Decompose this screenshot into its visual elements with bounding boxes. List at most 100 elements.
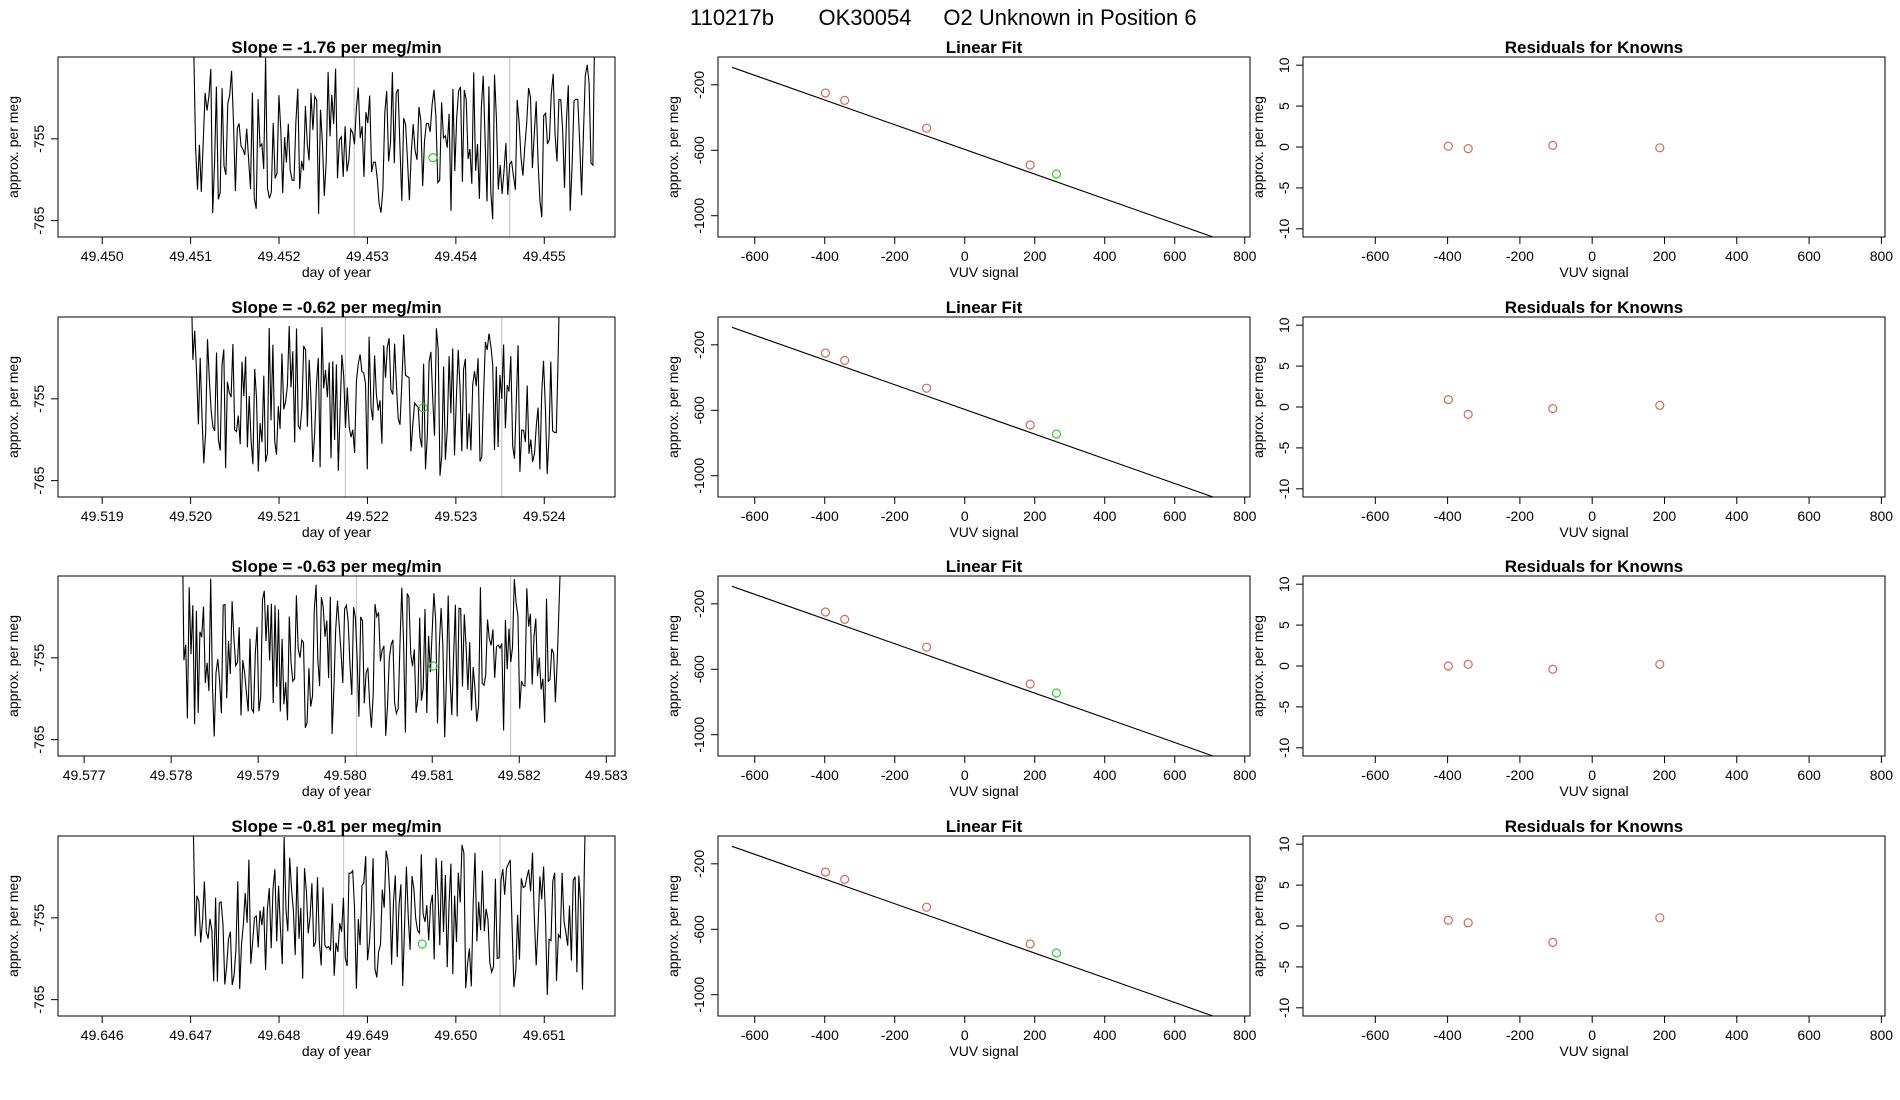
y-axis-label: approx. per meg xyxy=(665,96,681,198)
plot-frame xyxy=(57,575,616,757)
x-tick-label: 0 xyxy=(961,767,969,783)
x-tick-label: -200 xyxy=(1506,248,1534,264)
chart-panel: Residuals for Knowns -600 -400 -200 0 200 400 6… xyxy=(1250,298,1893,540)
chart-panel: Slope = -0.81 per meg/min 49.646 49.647 49.… xyxy=(5,817,616,1059)
y-tick-label: -765 xyxy=(31,985,47,1013)
y-axis-label: approx. per meg xyxy=(1250,356,1266,458)
x-tick-label: 400 xyxy=(1093,767,1117,783)
x-axis-label: VUV signal xyxy=(949,1043,1018,1059)
x-tick-label: 49.579 xyxy=(237,767,280,783)
x-tick-label: 600 xyxy=(1797,1027,1821,1043)
x-tick-label: -600 xyxy=(741,1027,769,1043)
residual-point xyxy=(1655,913,1665,923)
unknown-point xyxy=(1051,948,1062,958)
x-tick-label: -600 xyxy=(741,767,769,783)
x-tick-label: 600 xyxy=(1163,508,1187,524)
x-tick-label: -200 xyxy=(881,508,909,524)
x-tick-label: 49.650 xyxy=(434,1027,477,1043)
known-point xyxy=(840,355,850,365)
plot-area xyxy=(731,585,1215,756)
x-tick-label: 800 xyxy=(1233,508,1257,524)
y-axis-label: approx. per meg xyxy=(1250,875,1266,977)
x-tick-label: -600 xyxy=(1361,508,1389,524)
x-tick-label: -400 xyxy=(811,248,839,264)
chart-title: Residuals for Knowns xyxy=(1505,298,1684,317)
unknown-point xyxy=(1051,429,1062,439)
x-tick-label: 200 xyxy=(1023,767,1047,783)
x-tick-label: 0 xyxy=(1588,767,1596,783)
x-tick-label: -400 xyxy=(1434,248,1462,264)
y-tick-label: -10 xyxy=(1276,737,1292,757)
x-tick-label: 0 xyxy=(1588,508,1596,524)
plot-frame xyxy=(1302,316,1886,498)
plot-area xyxy=(1443,140,1665,154)
x-tick-label: -200 xyxy=(1506,767,1534,783)
y-tick-label: -200 xyxy=(691,590,707,618)
x-tick-label: 200 xyxy=(1023,248,1047,264)
y-tick-label: -600 xyxy=(691,915,707,943)
residual-point xyxy=(1443,661,1453,671)
x-tick-label: 600 xyxy=(1797,508,1821,524)
plot-frame xyxy=(1302,835,1886,1017)
x-axis-label: day of year xyxy=(302,524,372,540)
plot-area xyxy=(731,845,1215,1016)
x-tick-label: 800 xyxy=(1233,767,1257,783)
plot-frame xyxy=(57,835,616,1017)
x-tick-label: 49.454 xyxy=(434,248,477,264)
x-tick-label: 0 xyxy=(961,1027,969,1043)
unknown-point xyxy=(1051,169,1062,179)
plot-frame xyxy=(717,56,1251,238)
x-tick-label: -600 xyxy=(1361,248,1389,264)
x-tick-label: 49.581 xyxy=(411,767,454,783)
plot-area xyxy=(192,836,586,1016)
known-point xyxy=(820,867,831,877)
y-tick-label: -600 xyxy=(691,396,707,424)
x-tick-label: 49.580 xyxy=(324,767,367,783)
known-point xyxy=(921,642,932,652)
y-axis-label: approx. per meg xyxy=(5,96,21,198)
x-tick-label: 49.451 xyxy=(169,248,212,264)
x-axis-label: day of year xyxy=(302,783,372,799)
x-tick-label: -400 xyxy=(1434,767,1462,783)
x-tick-label: 49.450 xyxy=(81,248,124,264)
plot-frame xyxy=(1302,56,1886,238)
chart-title: Slope = -0.81 per meg/min xyxy=(231,817,441,836)
fit-line xyxy=(731,585,1215,756)
x-tick-label: 800 xyxy=(1870,1027,1894,1043)
chart-title: Residuals for Knowns xyxy=(1505,38,1684,57)
plot-area xyxy=(1443,659,1665,674)
y-tick-label: -755 xyxy=(31,904,47,932)
x-axis-label: VUV signal xyxy=(949,264,1018,280)
x-tick-label: 0 xyxy=(961,508,969,524)
x-tick-label: 49.651 xyxy=(523,1027,566,1043)
x-tick-label: 49.647 xyxy=(169,1027,212,1043)
y-axis-label: approx. per meg xyxy=(5,875,21,977)
x-tick-label: 49.577 xyxy=(63,767,106,783)
x-tick-label: 0 xyxy=(1588,1027,1596,1043)
x-tick-label: 400 xyxy=(1093,248,1117,264)
x-tick-label: 800 xyxy=(1870,767,1894,783)
x-tick-label: 200 xyxy=(1653,508,1677,524)
y-axis-label: approx. per meg xyxy=(1250,615,1266,717)
x-tick-label: 200 xyxy=(1653,248,1677,264)
x-tick-label: 49.452 xyxy=(258,248,301,264)
y-axis-label: approx. per meg xyxy=(1250,96,1266,198)
residual-point xyxy=(1463,918,1473,928)
x-tick-label: 49.578 xyxy=(150,767,193,783)
y-tick-label: 10 xyxy=(1276,57,1292,73)
y-axis-label: approx. per meg xyxy=(5,356,21,458)
x-tick-label: 400 xyxy=(1725,508,1749,524)
known-point xyxy=(820,607,831,617)
y-tick-label: -5 xyxy=(1276,441,1292,454)
y-tick-label: 10 xyxy=(1276,836,1292,852)
x-tick-label: -400 xyxy=(811,1027,839,1043)
x-tick-label: -200 xyxy=(881,248,909,264)
figure-title-position: O2 Unknown in Position 6 xyxy=(943,5,1196,30)
y-tick-label: 5 xyxy=(1276,102,1292,110)
x-tick-label: 400 xyxy=(1725,248,1749,264)
x-tick-label: 49.582 xyxy=(498,767,541,783)
x-axis-label: VUV signal xyxy=(949,783,1018,799)
known-point xyxy=(1025,160,1035,170)
plot-frame xyxy=(57,56,616,238)
